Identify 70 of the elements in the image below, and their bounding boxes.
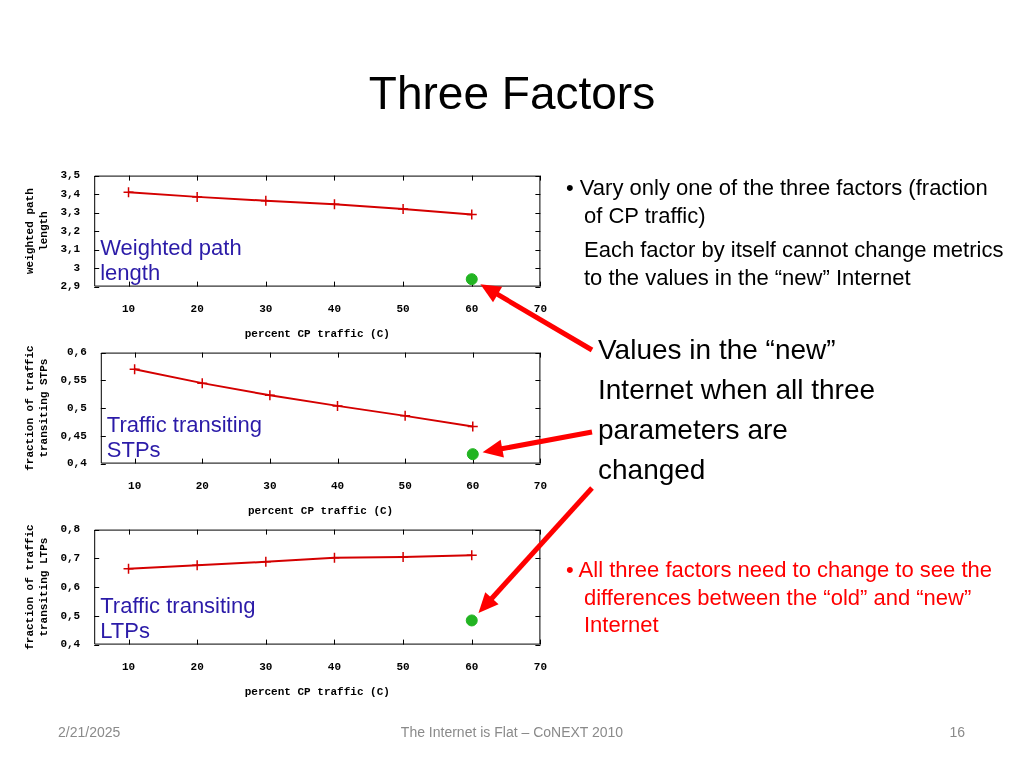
y-tick-label: 3,2 — [60, 224, 81, 237]
point — [264, 389, 276, 402]
text: 16 — [948, 724, 965, 740]
y-tick-label: 0,6 — [60, 580, 81, 593]
point — [466, 208, 478, 221]
y-tick-label: 0,5 — [66, 401, 88, 414]
annotation: Weighted path length — [100, 234, 242, 285]
x-tick-label: 50 — [396, 660, 410, 673]
point — [465, 614, 478, 627]
text: • All three factors need to change to see the differences between the “old” and “new” Internet — [566, 556, 993, 639]
point — [467, 420, 479, 433]
annotation: Traffic transiting LTPs — [100, 592, 256, 643]
x-tick-label: 20 — [195, 479, 209, 492]
y-tick-label: 3,3 — [60, 206, 81, 219]
text: • Vary only one of the three factors (fraction of CP traffic) — [566, 174, 989, 229]
x-tick-label: 40 — [327, 302, 342, 315]
x-tick-label: 10 — [121, 660, 136, 673]
y-tick-label: 0,4 — [60, 638, 81, 651]
y-tick-label: 3,4 — [60, 187, 81, 200]
x-tick-label: 40 — [327, 660, 342, 673]
x-tick-label: 50 — [396, 302, 410, 315]
text: The Internet is Flat – CoNEXT 2010 — [399, 724, 625, 740]
text: Values in the “new” Internet when all three parameters are changed — [598, 333, 877, 487]
x-tick-label: 60 — [465, 302, 479, 315]
y-tick-label: 3 — [73, 261, 81, 274]
x-tick-label: 20 — [190, 660, 204, 673]
point — [399, 410, 411, 422]
point — [331, 400, 344, 412]
x-axis-title: percent CP traffic (C) — [247, 505, 394, 518]
x-tick-label: 70 — [533, 302, 547, 315]
annotation: Traffic transiting STPs — [106, 411, 263, 462]
point — [128, 363, 141, 375]
point — [465, 273, 478, 286]
x-axis-title: percent CP traffic (C) — [244, 686, 390, 699]
y-axis-title: weighted path length — [24, 188, 50, 275]
y-tick-label: 2,9 — [60, 280, 81, 293]
point — [397, 203, 409, 215]
x-tick-label: 60 — [466, 479, 480, 492]
point — [466, 448, 479, 461]
x-axis-title: percent CP traffic (C) — [244, 328, 390, 341]
y-tick-label: 0,45 — [60, 429, 88, 442]
point — [122, 562, 135, 575]
x-tick-label: 10 — [128, 479, 142, 492]
x-tick-label: 30 — [259, 302, 273, 315]
x-tick-label: 20 — [190, 302, 204, 315]
text: Three Factors — [367, 66, 657, 120]
point — [191, 191, 203, 203]
y-tick-label: 0,7 — [60, 552, 81, 565]
y-tick-label: 0,4 — [66, 457, 88, 470]
x-tick-label: 40 — [330, 479, 345, 492]
y-tick-label: 0,5 — [60, 609, 81, 622]
y-axis-title: fraction of traffic transiting STPs — [24, 345, 50, 471]
y-tick-label: 3,1 — [60, 243, 81, 256]
y-axis-title: fraction of traffic transiting LTPs — [24, 524, 50, 650]
x-tick-label: 50 — [398, 479, 412, 492]
x-tick-label: 10 — [121, 302, 136, 315]
y-tick-label: 0,55 — [60, 374, 88, 387]
text: 2/21/2025 — [58, 724, 122, 740]
x-tick-label: 60 — [465, 660, 479, 673]
x-tick-label: 70 — [533, 660, 547, 673]
point — [466, 549, 478, 561]
point — [122, 186, 135, 198]
x-tick-label: 70 — [533, 479, 547, 492]
x-tick-label: 30 — [263, 479, 277, 492]
y-tick-label: 0,8 — [60, 523, 81, 536]
x-tick-label: 30 — [259, 660, 273, 673]
point — [196, 377, 208, 389]
y-tick-label: 0,6 — [66, 346, 87, 359]
y-tick-label: 3,5 — [60, 169, 81, 182]
text: Each factor by itself cannot change metrics to the values in the “new” Internet — [584, 236, 1004, 291]
